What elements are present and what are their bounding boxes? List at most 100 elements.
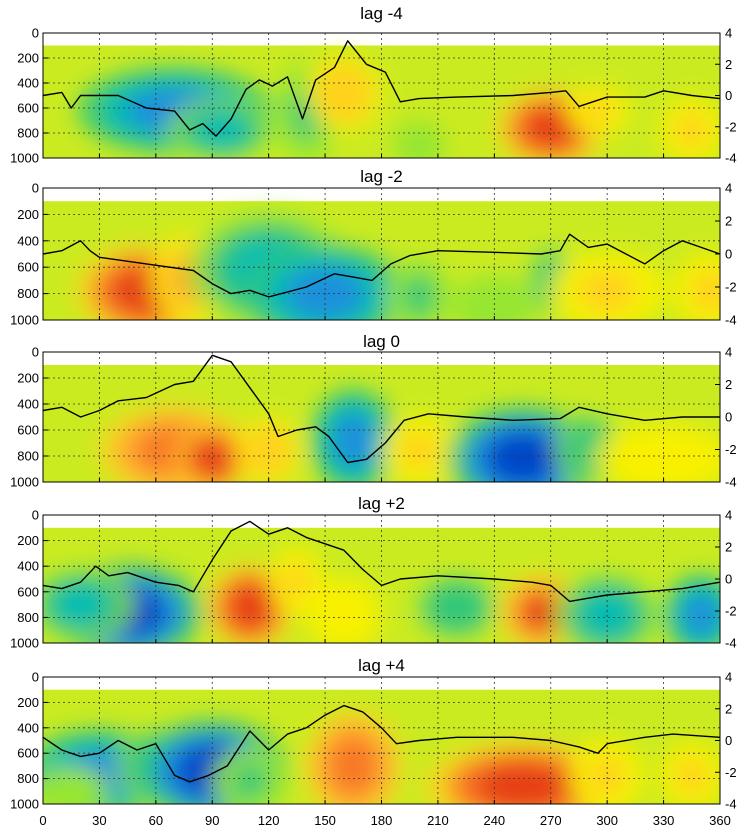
left-tick-label: 1000 <box>10 151 39 166</box>
field-blob-core <box>54 584 107 625</box>
right-tick-label: -4 <box>725 313 737 328</box>
x-tick-label: 60 <box>149 813 163 828</box>
right-tick-label: -4 <box>725 475 737 490</box>
right-tick-label: 0 <box>725 247 732 262</box>
left-tick-label: 0 <box>32 181 39 196</box>
left-tick-label: 0 <box>32 670 39 685</box>
blob-layer <box>75 211 720 320</box>
series-line <box>42 354 720 464</box>
field-blob-core <box>231 763 269 799</box>
left-tick-label: 400 <box>17 397 39 412</box>
field-blob-core <box>578 270 637 312</box>
field-blob-core <box>520 592 563 632</box>
left-tick-label: 1000 <box>10 636 39 651</box>
x-tick-label: 0 <box>39 813 46 828</box>
left-tick-label: 200 <box>17 51 39 66</box>
left-tick-label: 600 <box>17 423 39 438</box>
field-blob-core <box>332 413 375 468</box>
panel-title: lag 0 <box>363 332 400 351</box>
field-blob-core <box>588 756 626 796</box>
field-blob-core <box>675 113 708 148</box>
grid <box>43 352 720 482</box>
series-line <box>42 520 721 603</box>
left-tick-label: 800 <box>17 126 39 141</box>
field-blob-core <box>403 275 435 317</box>
panel-4: lag +4 0 200 400 600 800 1000 4 2 0 -2 -4 0 30 60 90 120… <box>10 656 737 828</box>
right-tick-label: 4 <box>725 670 732 685</box>
series-line <box>42 704 721 783</box>
left-tick-label: 1000 <box>10 475 39 490</box>
left-tick-label: 800 <box>17 610 39 625</box>
field-blob-core <box>325 72 363 114</box>
panel-title: lag +2 <box>358 494 405 513</box>
right-tick-label: 0 <box>725 572 732 587</box>
field-blob-core <box>252 432 285 469</box>
x-tick-label: 90 <box>205 813 219 828</box>
series-line <box>42 40 721 137</box>
field-blob-core <box>329 737 377 795</box>
field-blob-core <box>581 97 614 124</box>
field-blob-core <box>682 593 720 637</box>
heatmap-field <box>43 677 720 804</box>
right-tick-label: -2 <box>725 765 737 780</box>
right-tick-label: 0 <box>725 733 732 748</box>
x-tick-label: 30 <box>92 813 106 828</box>
right-tick-label: 4 <box>725 345 732 360</box>
x-tick-label: 180 <box>371 813 393 828</box>
field-blob-core <box>485 431 560 482</box>
left-tick-label: 800 <box>17 449 39 464</box>
left-tick-label: 200 <box>17 207 39 222</box>
x-tick-label: 240 <box>483 813 505 828</box>
x-tick-label: 150 <box>314 813 336 828</box>
right-tick-label: -4 <box>725 151 737 166</box>
right-tick-label: 4 <box>725 26 732 41</box>
x-tick-label: 210 <box>427 813 449 828</box>
left-tick-label: 400 <box>17 76 39 91</box>
right-tick-label: 2 <box>725 214 732 229</box>
panel-title: lag -4 <box>360 4 403 23</box>
field-blob-core <box>475 763 570 804</box>
left-tick-label: 600 <box>17 101 39 116</box>
x-tick-label: 120 <box>258 813 280 828</box>
field-blob-core <box>435 589 478 626</box>
left-tick-label: 0 <box>32 345 39 360</box>
series-line <box>42 233 721 298</box>
left-tick-label: 400 <box>17 720 39 735</box>
left-tick-label: 1000 <box>10 797 39 812</box>
x-tick-label: 270 <box>540 813 562 828</box>
field-blob-core <box>580 592 634 638</box>
x-tick-label: 330 <box>653 813 675 828</box>
right-tick-label: -2 <box>725 604 737 619</box>
field-blob-core <box>283 563 311 600</box>
left-tick-label: 200 <box>17 371 39 386</box>
grid <box>43 188 720 320</box>
left-tick-label: 800 <box>17 771 39 786</box>
x-tick-label: 360 <box>709 813 731 828</box>
left-tick-label: 1000 <box>10 313 39 328</box>
field-blob-core <box>400 432 438 469</box>
right-tick-label: 0 <box>725 410 732 425</box>
right-tick-label: -2 <box>725 280 737 295</box>
field-blob-core <box>675 758 708 794</box>
right-tick-label: 2 <box>725 377 732 392</box>
right-tick-label: 4 <box>725 181 732 196</box>
field-blob-core <box>228 584 271 630</box>
left-tick-label: 400 <box>17 233 39 248</box>
panel-title: lag -2 <box>360 167 403 186</box>
left-tick-label: 600 <box>17 260 39 275</box>
right-tick-label: 2 <box>725 57 732 72</box>
left-tick-label: 800 <box>17 286 39 301</box>
right-tick-label: -4 <box>725 797 737 812</box>
heatmap-field <box>43 352 720 482</box>
right-tick-label: 4 <box>725 508 732 523</box>
right-tick-label: -2 <box>725 119 737 134</box>
left-tick-label: 600 <box>17 584 39 599</box>
heatmap-field <box>43 33 720 158</box>
field-blob-core <box>692 270 720 312</box>
heatmap-field <box>43 515 720 643</box>
field-blob-core <box>52 777 90 804</box>
panel-2: lag 0 0 200 400 600 800 1000 4 2 0 -2 -4 <box>10 332 737 490</box>
field-blob-core <box>325 595 363 635</box>
